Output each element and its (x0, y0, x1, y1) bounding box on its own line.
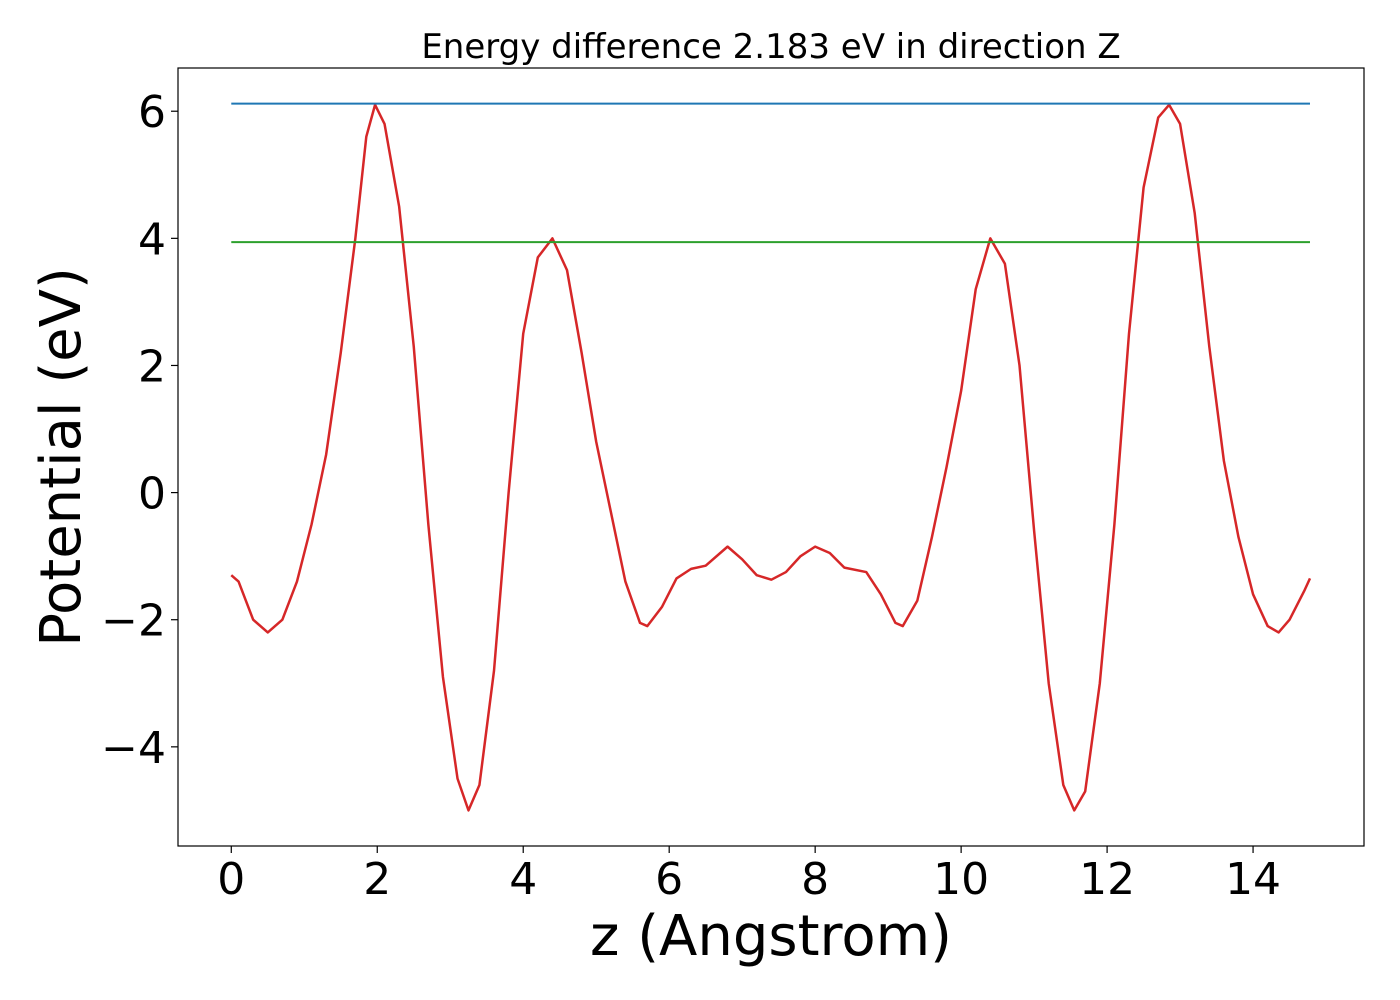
y-tick-label: 0 (138, 469, 166, 520)
x-axis-label: z (Angstrom) (590, 904, 952, 969)
y-tick-label: 4 (138, 214, 166, 265)
x-tick-label: 0 (217, 854, 245, 905)
x-tick-label: 2 (363, 854, 391, 905)
series-line (230, 103, 1312, 812)
x-tick-label: 14 (1225, 854, 1281, 905)
x-tick-label: 4 (509, 854, 537, 905)
plot-frame (177, 67, 1365, 847)
y-tick-label: 2 (138, 341, 166, 392)
y-tick-label: −2 (101, 596, 166, 647)
x-tick-label: 12 (1079, 854, 1135, 905)
y-tick-label: −4 (101, 723, 166, 774)
y-tick-label: 6 (138, 87, 166, 138)
chart-title: Energy difference 2.183 eV in direction … (421, 27, 1120, 67)
x-tick-label: 10 (933, 854, 989, 905)
x-tick-label: 8 (801, 854, 829, 905)
y-axis-label: Potential (eV) (29, 267, 94, 647)
x-tick-label: 6 (655, 854, 683, 905)
